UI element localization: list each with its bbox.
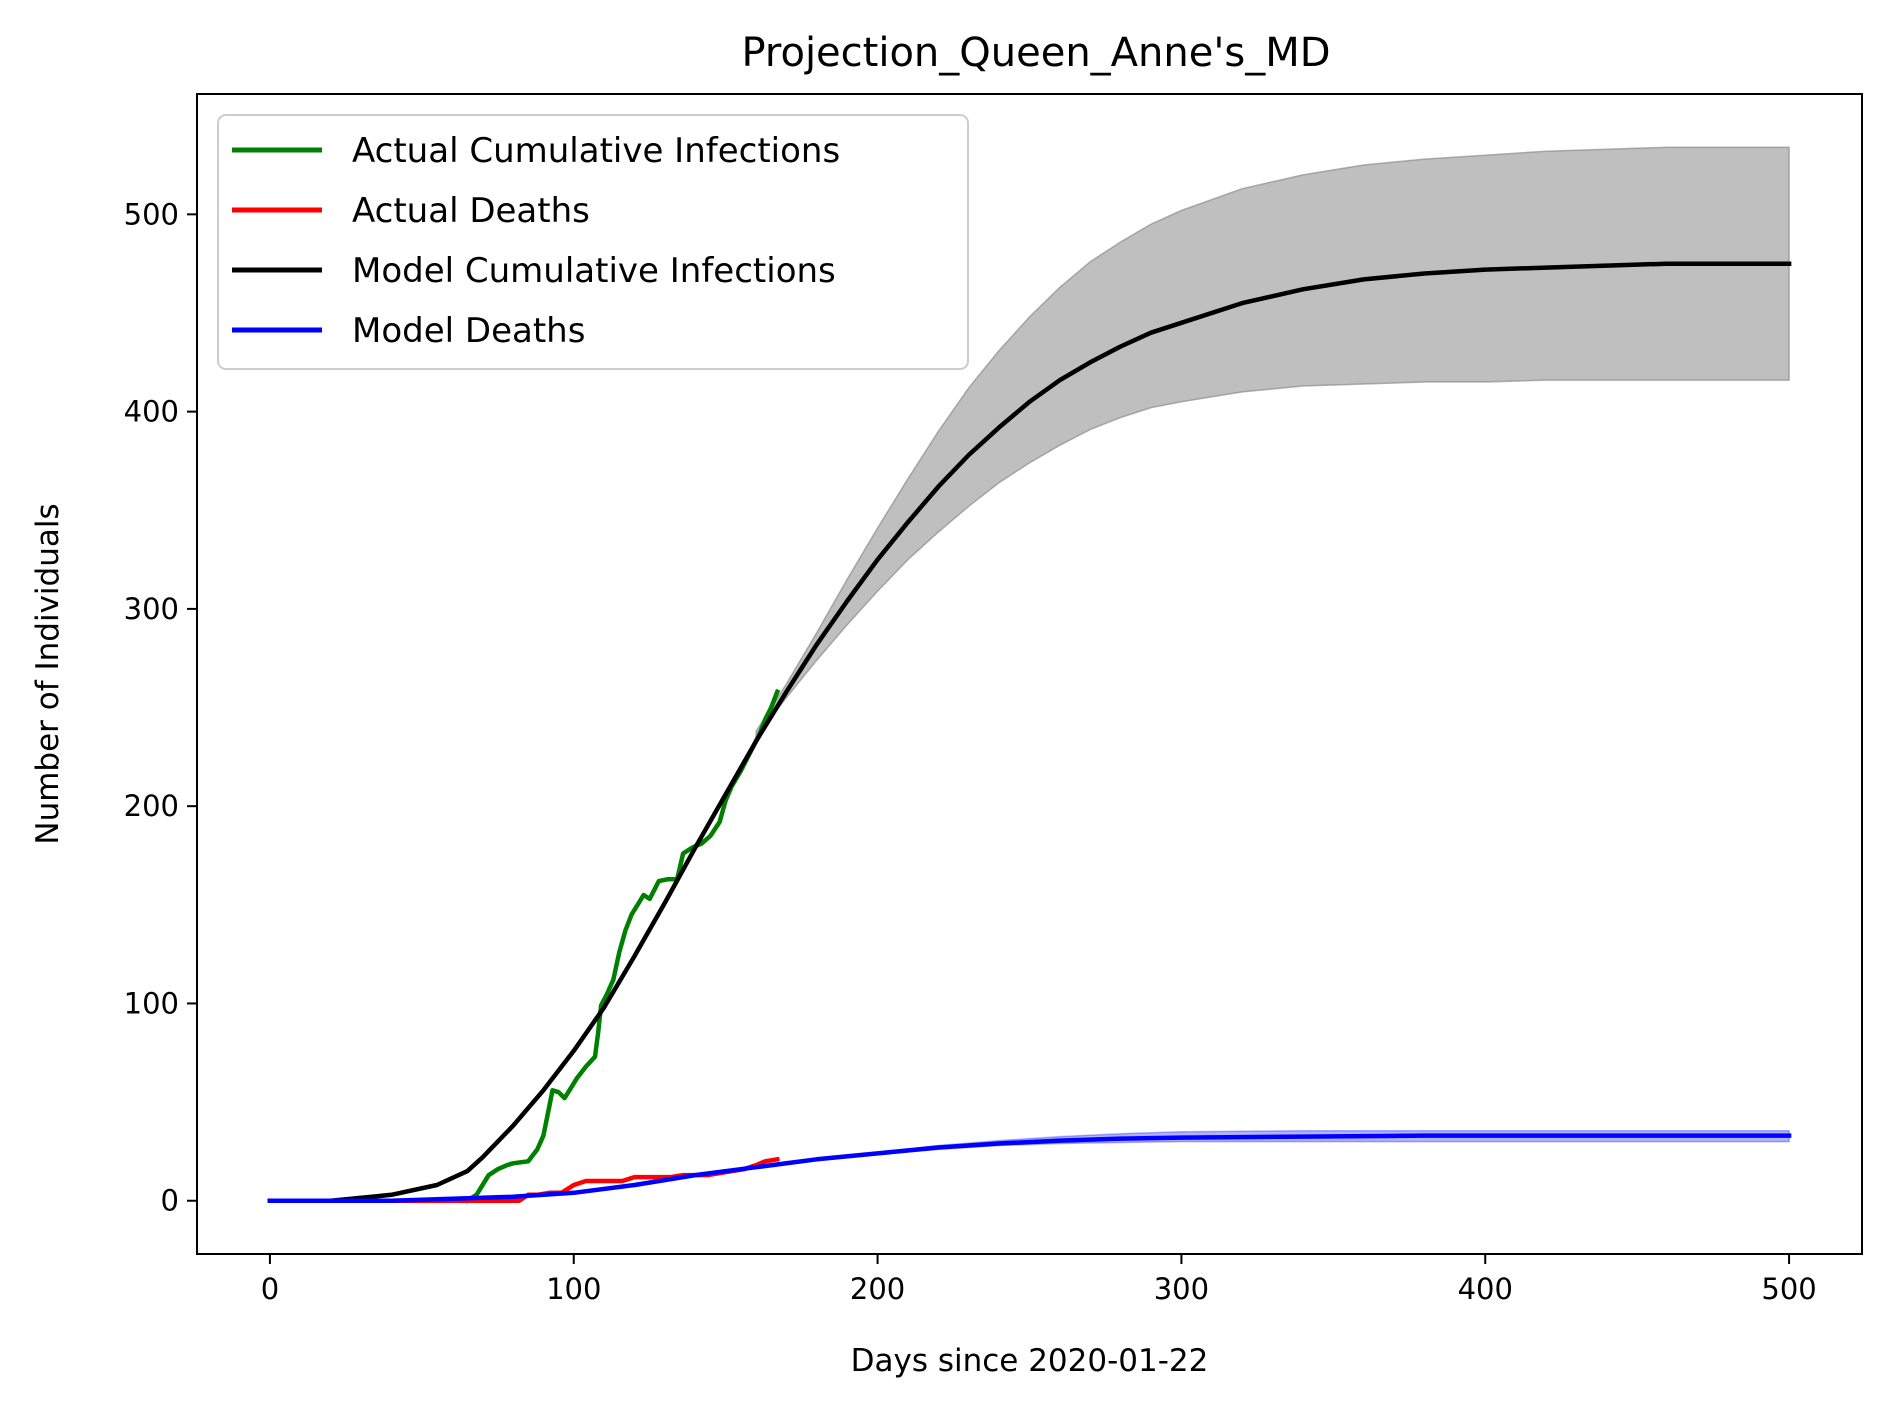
x-tick-label: 200 [850,1272,905,1306]
y-tick-label: 200 [124,789,179,823]
x-axis-label: Days since 2020-01-22 [851,1343,1209,1379]
y-tick-label: 0 [161,1184,179,1218]
x-tick-label: 100 [546,1272,601,1306]
legend-label-model-deaths: Model Deaths [352,311,585,351]
plot-frame [196,93,1863,1255]
x-tick-label: 0 [261,1272,279,1306]
y-tick-label: 400 [124,395,179,429]
y-axis: 0 100 200 300 400 500 [124,197,197,1218]
y-tick-label: 500 [124,197,179,231]
x-axis: 0 100 200 300 400 500 [261,1254,1817,1306]
plot-area [196,93,1863,1255]
chart-title: Projection_Queen_Anne's_MD [741,30,1330,76]
y-tick-label: 100 [124,986,179,1020]
series-lines [267,261,1792,1204]
legend-label-actual-deaths: Actual Deaths [352,191,590,231]
legend: Actual Cumulative Infections Actual Death… [217,114,969,370]
x-tick-label: 500 [1761,1272,1816,1306]
y-axis-label: Number of Individuals [30,503,66,844]
series-model-deaths [267,1133,1792,1203]
y-tick-label: 300 [124,592,179,626]
confidence-band-1 [755,146,1790,740]
series-model-cumulative-infections [267,261,1792,1203]
series-actual-cumulative-infections [464,688,781,1204]
legend-label-actual-cumulative-infections: Actual Cumulative Infections [352,131,840,171]
legend-box [217,114,969,370]
x-tick-label: 300 [1154,1272,1209,1306]
x-tick-label: 400 [1458,1272,1513,1306]
legend-label-model-cumulative-infections: Model Cumulative Infections [352,251,836,291]
